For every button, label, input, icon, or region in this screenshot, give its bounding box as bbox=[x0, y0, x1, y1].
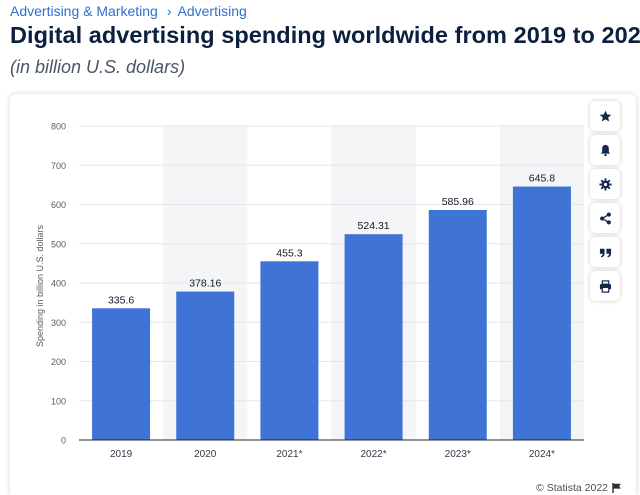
breadcrumb-link-advertising[interactable]: Advertising bbox=[177, 3, 247, 19]
bar bbox=[260, 261, 319, 440]
print-icon bbox=[599, 279, 611, 293]
bell-icon bbox=[600, 144, 610, 156]
settings-button[interactable] bbox=[590, 169, 620, 199]
bar bbox=[176, 291, 235, 440]
y-tick-label: 500 bbox=[51, 239, 66, 249]
share-button[interactable] bbox=[590, 203, 620, 233]
print-button[interactable] bbox=[590, 271, 620, 301]
y-tick-label: 400 bbox=[51, 279, 66, 289]
data-label: 524.31 bbox=[358, 220, 390, 232]
data-label: 585.96 bbox=[442, 196, 474, 208]
bar bbox=[428, 210, 487, 440]
favorite-button[interactable] bbox=[590, 101, 620, 131]
y-tick-label: 700 bbox=[51, 161, 66, 171]
share-icon bbox=[599, 212, 611, 224]
bar-chart: 0 100 200 300 400 500 600 700 800 335.6 2019 378.16… bbox=[35, 122, 584, 460]
breadcrumb-link-advertising-marketing[interactable]: Advertising & Marketing bbox=[10, 3, 158, 19]
y-axis-title: Spending in billion U.S. dollars bbox=[35, 224, 45, 347]
bar bbox=[92, 308, 151, 440]
page-subtitle: (in billion U.S. dollars) bbox=[10, 57, 186, 77]
gear-icon bbox=[598, 177, 612, 191]
star-icon bbox=[599, 110, 611, 122]
data-label: 455.3 bbox=[276, 247, 302, 259]
x-tick-label: 2024* bbox=[529, 449, 555, 460]
x-tick-label: 2020 bbox=[194, 449, 217, 460]
x-tick-label: 2021* bbox=[276, 449, 302, 460]
flag-icon bbox=[612, 483, 621, 493]
y-tick-label: 0 bbox=[61, 436, 66, 446]
y-tick-label: 800 bbox=[51, 122, 66, 132]
data-label: 378.16 bbox=[189, 278, 221, 290]
chart-card: 0 100 200 300 400 500 600 700 800 335.6 2019 378.16… bbox=[10, 94, 636, 495]
quote-icon bbox=[599, 248, 611, 257]
cite-button[interactable] bbox=[590, 237, 620, 267]
x-tick-label: 2023* bbox=[445, 449, 471, 460]
credit-text: © Statista 2022 bbox=[536, 482, 608, 494]
x-tick-label: 2022* bbox=[361, 449, 387, 460]
data-label: 335.6 bbox=[108, 294, 134, 306]
y-tick-label: 100 bbox=[51, 396, 66, 406]
statista-credit[interactable]: © Statista 2022 bbox=[536, 482, 622, 494]
data-label: 645.8 bbox=[529, 173, 555, 185]
bar bbox=[512, 186, 571, 440]
x-tick-label: 2019 bbox=[110, 449, 133, 460]
breadcrumb: Advertising & Marketing › Advertising bbox=[10, 3, 247, 19]
chevron-right-icon: › bbox=[166, 3, 172, 19]
chart-toolbar bbox=[590, 101, 620, 305]
page-title: Digital advertising spending worldwide f… bbox=[10, 22, 640, 48]
y-tick-label: 300 bbox=[51, 318, 66, 328]
y-tick-label: 200 bbox=[51, 357, 66, 367]
y-tick-label: 600 bbox=[51, 200, 66, 210]
notification-button[interactable] bbox=[590, 135, 620, 165]
bar bbox=[344, 234, 403, 440]
